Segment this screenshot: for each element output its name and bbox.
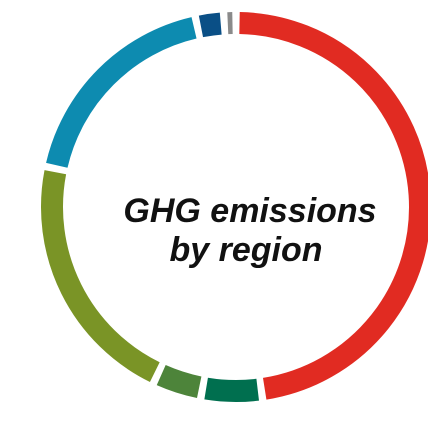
donut-segment-3 xyxy=(156,364,202,399)
donut-segment-4 xyxy=(41,170,160,382)
chart-center-title-line-1: GHG emissions xyxy=(123,192,376,230)
donut-segments xyxy=(41,12,428,402)
donut-segment-1 xyxy=(239,12,428,400)
donut-segment-6 xyxy=(198,12,222,38)
donut-segment-5 xyxy=(46,17,197,168)
chart-center-title-line-2: by region xyxy=(169,231,322,269)
donut-segment-2 xyxy=(204,377,259,402)
